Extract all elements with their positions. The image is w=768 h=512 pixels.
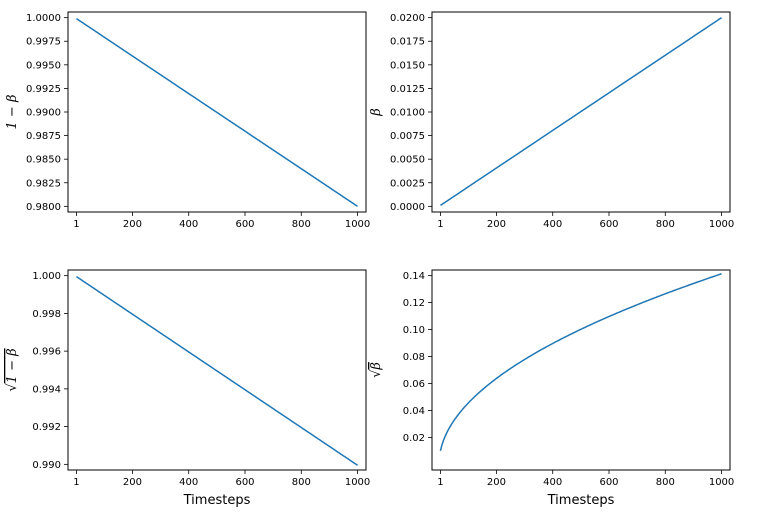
- ytick-label: 0.0025: [390, 178, 425, 189]
- series-line: [440, 18, 721, 206]
- ytick-label: 0.9800: [26, 202, 61, 213]
- xtick-label: 400: [179, 219, 198, 230]
- xtick-label: 1: [73, 477, 79, 488]
- ytick-label: 0.9925: [26, 84, 61, 95]
- panel-bl: 1 200 400 600 800 1000 0.990 0.992 0.994 0.996 0.9…: [5, 270, 370, 508]
- ytick-label: 0.990: [32, 460, 61, 471]
- ylabel: √1 − β: [5, 348, 20, 391]
- ytick-label: 0.9825: [26, 178, 61, 189]
- xlabel: Timesteps: [183, 493, 251, 508]
- ylabel: 1 − β: [5, 95, 20, 130]
- xtick-label: 600: [599, 477, 618, 488]
- xtick-label: 600: [235, 219, 254, 230]
- xtick-label: 1000: [345, 219, 370, 230]
- ytick-label: 0.08: [403, 352, 425, 363]
- series-line: [76, 277, 357, 466]
- ytick-label: 0.992: [32, 422, 61, 433]
- xtick-label: 400: [543, 219, 562, 230]
- figure-2x2: 1 200 400 600 800 1000 0.9800 0.9825 0.9850 0.987…: [0, 0, 768, 512]
- ytick-label: 0.0175: [390, 37, 425, 48]
- xtick-label: 1000: [709, 219, 734, 230]
- ytick-label: 0.9975: [26, 37, 61, 48]
- ytick-label: 0.0200: [390, 13, 425, 24]
- xtick-label: 1000: [709, 477, 734, 488]
- xtick-label: 800: [292, 219, 311, 230]
- ytick-label: 1.000: [32, 271, 61, 282]
- series-line: [76, 19, 357, 207]
- ytick-label: 0.996: [32, 347, 61, 358]
- panel-tl: 1 200 400 600 800 1000 0.9800 0.9825 0.9850 0.987…: [5, 12, 370, 230]
- xtick-label: 200: [487, 219, 506, 230]
- ytick-label: 0.0150: [390, 60, 425, 71]
- xtick-label: 400: [543, 477, 562, 488]
- xtick-label: 400: [179, 477, 198, 488]
- xlabel: Timesteps: [547, 493, 615, 508]
- ytick-label: 0.12: [403, 298, 425, 309]
- ylabel: β: [369, 108, 384, 117]
- ytick-label: 0.9950: [26, 60, 61, 71]
- ytick-label: 0.14: [403, 271, 425, 282]
- ytick-label: 0.0050: [390, 155, 425, 166]
- xtick-label: 600: [235, 477, 254, 488]
- ytick-label: 0.9850: [26, 155, 61, 166]
- xtick-label: 200: [123, 219, 142, 230]
- xtick-label: 800: [656, 219, 675, 230]
- ytick-label: 0.994: [32, 384, 61, 395]
- xtick-label: 1000: [345, 477, 370, 488]
- xtick-label: 800: [656, 477, 675, 488]
- ytick-label: 0.06: [403, 379, 425, 390]
- panel-tr: 1 200 400 600 800 1000 0.0000 0.0025 0.0050 0.007…: [369, 12, 734, 230]
- ytick-label: 0.0100: [390, 108, 425, 119]
- ytick-label: 0.0125: [390, 84, 425, 95]
- xtick-label: 600: [599, 219, 618, 230]
- ytick-label: 0.02: [403, 433, 425, 444]
- xtick-label: 1: [437, 219, 443, 230]
- ytick-label: 1.0000: [26, 13, 61, 24]
- ylabel: √β: [369, 362, 384, 378]
- xtick-label: 200: [123, 477, 142, 488]
- ytick-label: 0.9875: [26, 131, 61, 142]
- ytick-label: 0.04: [403, 406, 425, 417]
- xtick-label: 200: [487, 477, 506, 488]
- ytick-label: 0.10: [403, 325, 425, 336]
- ytick-label: 0.9900: [26, 108, 61, 119]
- series-line: [440, 274, 721, 451]
- xtick-label: 800: [292, 477, 311, 488]
- panel-br: 1 200 400 600 800 1000 0.02 0.04 0.06 0.08 0.10 0.1…: [369, 270, 734, 508]
- ytick-label: 0.0075: [390, 131, 425, 142]
- ytick-label: 0.0000: [390, 202, 425, 213]
- xtick-label: 1: [437, 477, 443, 488]
- ytick-label: 0.998: [32, 309, 61, 320]
- xtick-label: 1: [73, 219, 79, 230]
